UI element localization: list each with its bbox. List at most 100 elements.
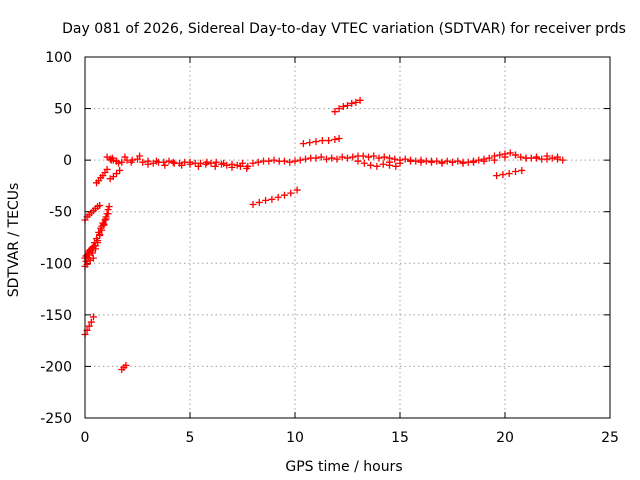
data-point (317, 153, 325, 161)
y-tick-label: -50 (49, 205, 72, 221)
data-point (103, 165, 111, 173)
data-point (333, 155, 341, 163)
data-point (433, 157, 441, 165)
x-tick-label: 5 (186, 430, 195, 446)
y-axis-label: SDTVAR / TECUs (6, 183, 22, 298)
data-point (233, 161, 241, 169)
axis-ticks (84, 56, 611, 419)
data-point (338, 153, 346, 161)
x-tick-label: 0 (81, 430, 90, 446)
data-point (499, 171, 507, 179)
data-point (109, 173, 117, 181)
data-point (203, 158, 211, 166)
data-point (100, 220, 108, 228)
data-point (127, 158, 135, 166)
series-deep-arc-0 (81, 313, 97, 338)
data-point (367, 161, 375, 169)
data-point (386, 161, 393, 169)
data-point (178, 161, 186, 169)
data-point (335, 134, 343, 142)
data-point (459, 159, 467, 167)
data-point (360, 159, 368, 167)
y-tick-label: 50 (54, 102, 72, 118)
data-point (249, 159, 257, 167)
series-high-arc-12-13 (331, 96, 364, 116)
data-point (85, 322, 93, 330)
data-point (265, 157, 273, 165)
data-point (365, 153, 372, 161)
data-point (518, 166, 526, 174)
data-point (121, 153, 129, 161)
data-point (87, 318, 95, 326)
data-point (106, 155, 114, 163)
data-point (493, 172, 501, 180)
series-deep-arc-2 (118, 361, 130, 374)
x-tick-label: 15 (391, 430, 409, 446)
series-early-rise-c (103, 153, 120, 165)
data-point (89, 254, 97, 262)
data-point (354, 157, 362, 165)
data-point (165, 157, 173, 165)
data-point (296, 156, 304, 164)
data-point (220, 159, 228, 167)
data-point (505, 170, 513, 178)
series-dip-arc-13-14 (354, 157, 400, 170)
data-point (349, 153, 357, 161)
data-point (98, 226, 106, 234)
data-point (438, 159, 446, 167)
data-point (331, 108, 339, 116)
data-point (243, 164, 251, 172)
data-point (496, 151, 504, 159)
series-mid-band-a (249, 152, 383, 167)
data-point (136, 152, 144, 160)
data-point (152, 157, 160, 165)
data-point (312, 154, 320, 162)
data-point (306, 139, 314, 147)
data-point (335, 105, 343, 113)
data-point (323, 155, 330, 163)
x-tick-label: 20 (496, 430, 514, 446)
data-point (375, 154, 383, 162)
x-tick-label: 25 (601, 430, 619, 446)
data-point (485, 154, 493, 162)
data-point (96, 202, 104, 210)
series-early-rise-b (106, 166, 124, 183)
data-point (212, 158, 220, 166)
data-point (139, 158, 147, 166)
data-point (286, 158, 294, 166)
data-point (328, 154, 336, 162)
data-point (109, 156, 117, 164)
data-point (554, 153, 561, 161)
data-point (344, 101, 351, 109)
series-early-rise-a (93, 165, 111, 187)
x-tick-labels: 0 5 10 15 20 25 (81, 430, 619, 446)
data-point (281, 191, 288, 199)
data-point (281, 157, 288, 165)
data-point (352, 98, 360, 106)
data-point (475, 156, 483, 164)
data-point (491, 156, 498, 164)
data-point (249, 200, 257, 208)
y-tick-label: 0 (63, 153, 72, 169)
data-point (113, 170, 120, 178)
y-tick-label: 100 (45, 50, 72, 66)
y-tick-labels: -250 -200 -150 -100 -50 0 50 100 (40, 50, 72, 427)
data-point (449, 158, 456, 166)
series-upper-arc-10-12 (299, 134, 343, 148)
data-point (104, 210, 112, 218)
data-point (186, 160, 194, 168)
data-point (96, 230, 104, 238)
data-point (356, 96, 364, 104)
data-point (255, 198, 263, 206)
data-point (293, 186, 301, 194)
data-point (506, 149, 514, 157)
data-point (501, 153, 509, 161)
data-point (254, 158, 262, 166)
data-point (268, 195, 276, 203)
data-point (407, 157, 414, 165)
series-early-left-d (89, 210, 112, 262)
data-point (299, 140, 307, 148)
series-arc-20-21 (493, 166, 526, 180)
data-point (373, 162, 381, 170)
